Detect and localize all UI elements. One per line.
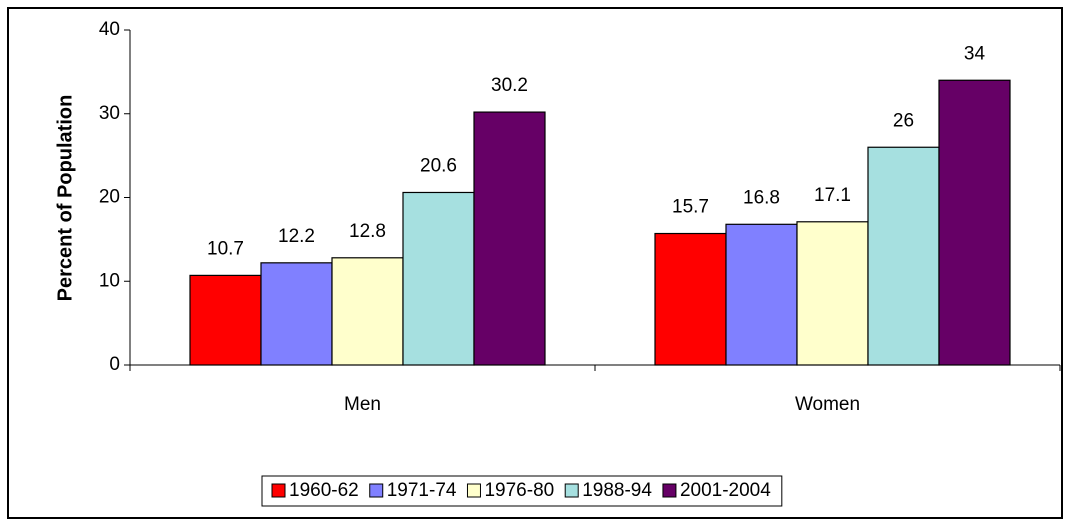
legend-label: 1988-94 [582,480,652,501]
bar [938,79,1011,366]
bar [473,111,546,366]
y-tick-label: 10 [99,270,120,291]
y-tick-label: 0 [109,354,120,375]
x-tick-label: Men [344,394,381,415]
bar [331,257,404,366]
y-tick-label: 30 [99,103,120,124]
data-label: 34 [964,43,986,64]
data-label: 12.8 [349,221,386,242]
legend-label: 1960-62 [289,480,359,501]
legend-label: 1971-74 [387,480,457,501]
data-label: 30.2 [491,75,528,96]
bar [867,146,940,366]
bar [654,232,727,366]
data-label: 12.2 [278,226,315,247]
data-label: 10.7 [207,238,244,259]
x-tick-label: Women [795,394,860,415]
y-tick-label: 40 [99,19,120,40]
y-axis-label: Percent of Population [54,95,76,302]
data-label: 20.6 [420,155,457,176]
bar [189,274,262,366]
y-tick-label: 20 [99,187,120,208]
legend-swatch [564,483,579,498]
data-label: 16.8 [743,187,780,208]
bar [725,223,798,366]
legend-swatch [466,483,481,498]
data-label: 26 [893,110,914,131]
legend [261,475,783,507]
bar [796,221,869,366]
data-label: 17.1 [814,185,851,206]
data-label: 15.7 [672,197,709,218]
legend-swatch [271,483,286,498]
legend-swatch [662,483,677,498]
bar [402,191,475,366]
legend-label: 2001-2004 [680,480,771,501]
legend-swatch [369,483,384,498]
bar [260,262,333,366]
legend-label: 1976-80 [484,480,554,501]
